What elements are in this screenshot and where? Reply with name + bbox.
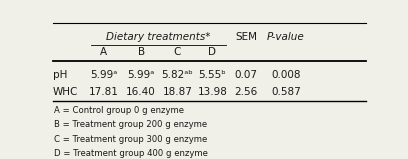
Text: Dietary treatments*: Dietary treatments* [106,32,211,42]
Text: 17.81: 17.81 [89,87,119,97]
Text: 16.40: 16.40 [126,87,156,97]
Text: 5.82ᵃᵇ: 5.82ᵃᵇ [162,70,193,80]
Text: SEM: SEM [235,32,257,42]
Text: 18.87: 18.87 [162,87,193,97]
Text: 13.98: 13.98 [197,87,227,97]
Text: pH: pH [53,70,67,80]
Text: 0.587: 0.587 [271,87,301,97]
Text: WHC: WHC [53,87,78,97]
Text: B = Treatment group 200 g enzyme: B = Treatment group 200 g enzyme [53,121,207,129]
Text: 5.99ᵃ: 5.99ᵃ [90,70,118,80]
Text: 0.008: 0.008 [271,70,301,80]
Text: 2.56: 2.56 [235,87,258,97]
Text: 5.55ᵇ: 5.55ᵇ [198,70,226,80]
Text: A: A [100,47,108,57]
Text: A = Control group 0 g enzyme: A = Control group 0 g enzyme [53,106,184,115]
Text: P-value: P-value [267,32,305,42]
Text: 5.99ᵃ: 5.99ᵃ [127,70,155,80]
Text: B: B [137,47,145,57]
Text: C = Treatment group 300 g enzyme: C = Treatment group 300 g enzyme [53,135,207,144]
Text: 0.07: 0.07 [235,70,258,80]
Text: C: C [174,47,181,57]
Text: D: D [208,47,216,57]
Text: D = Treatment group 400 g enzyme: D = Treatment group 400 g enzyme [53,149,207,158]
